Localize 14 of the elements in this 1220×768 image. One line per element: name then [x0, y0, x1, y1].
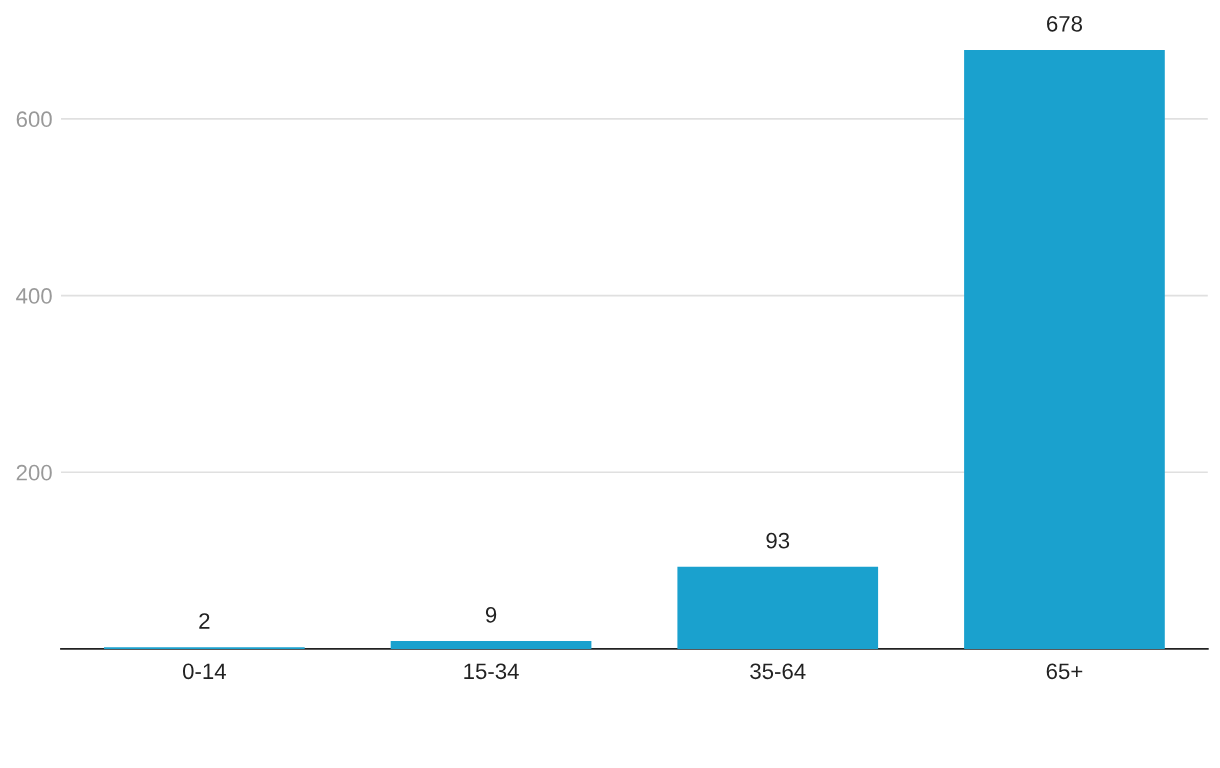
data-label: 2 — [199, 613, 210, 629]
y-tick-label: 200 — [16, 464, 52, 481]
bar — [964, 49, 1165, 649]
x-tick-label: 65+ — [1046, 663, 1083, 680]
y-tick-label: 400 — [16, 288, 52, 304]
x-tick-label: 15-34 — [464, 663, 519, 680]
x-tick-label: 35-64 — [750, 663, 806, 680]
data-label: 93 — [766, 532, 790, 549]
y-tick-label: 600 — [16, 111, 52, 128]
x-tick-label: 0-14 — [182, 663, 226, 680]
data-label: 678 — [1047, 15, 1083, 32]
bar — [677, 566, 879, 649]
data-label: 9 — [485, 606, 497, 623]
bar — [390, 641, 592, 649]
